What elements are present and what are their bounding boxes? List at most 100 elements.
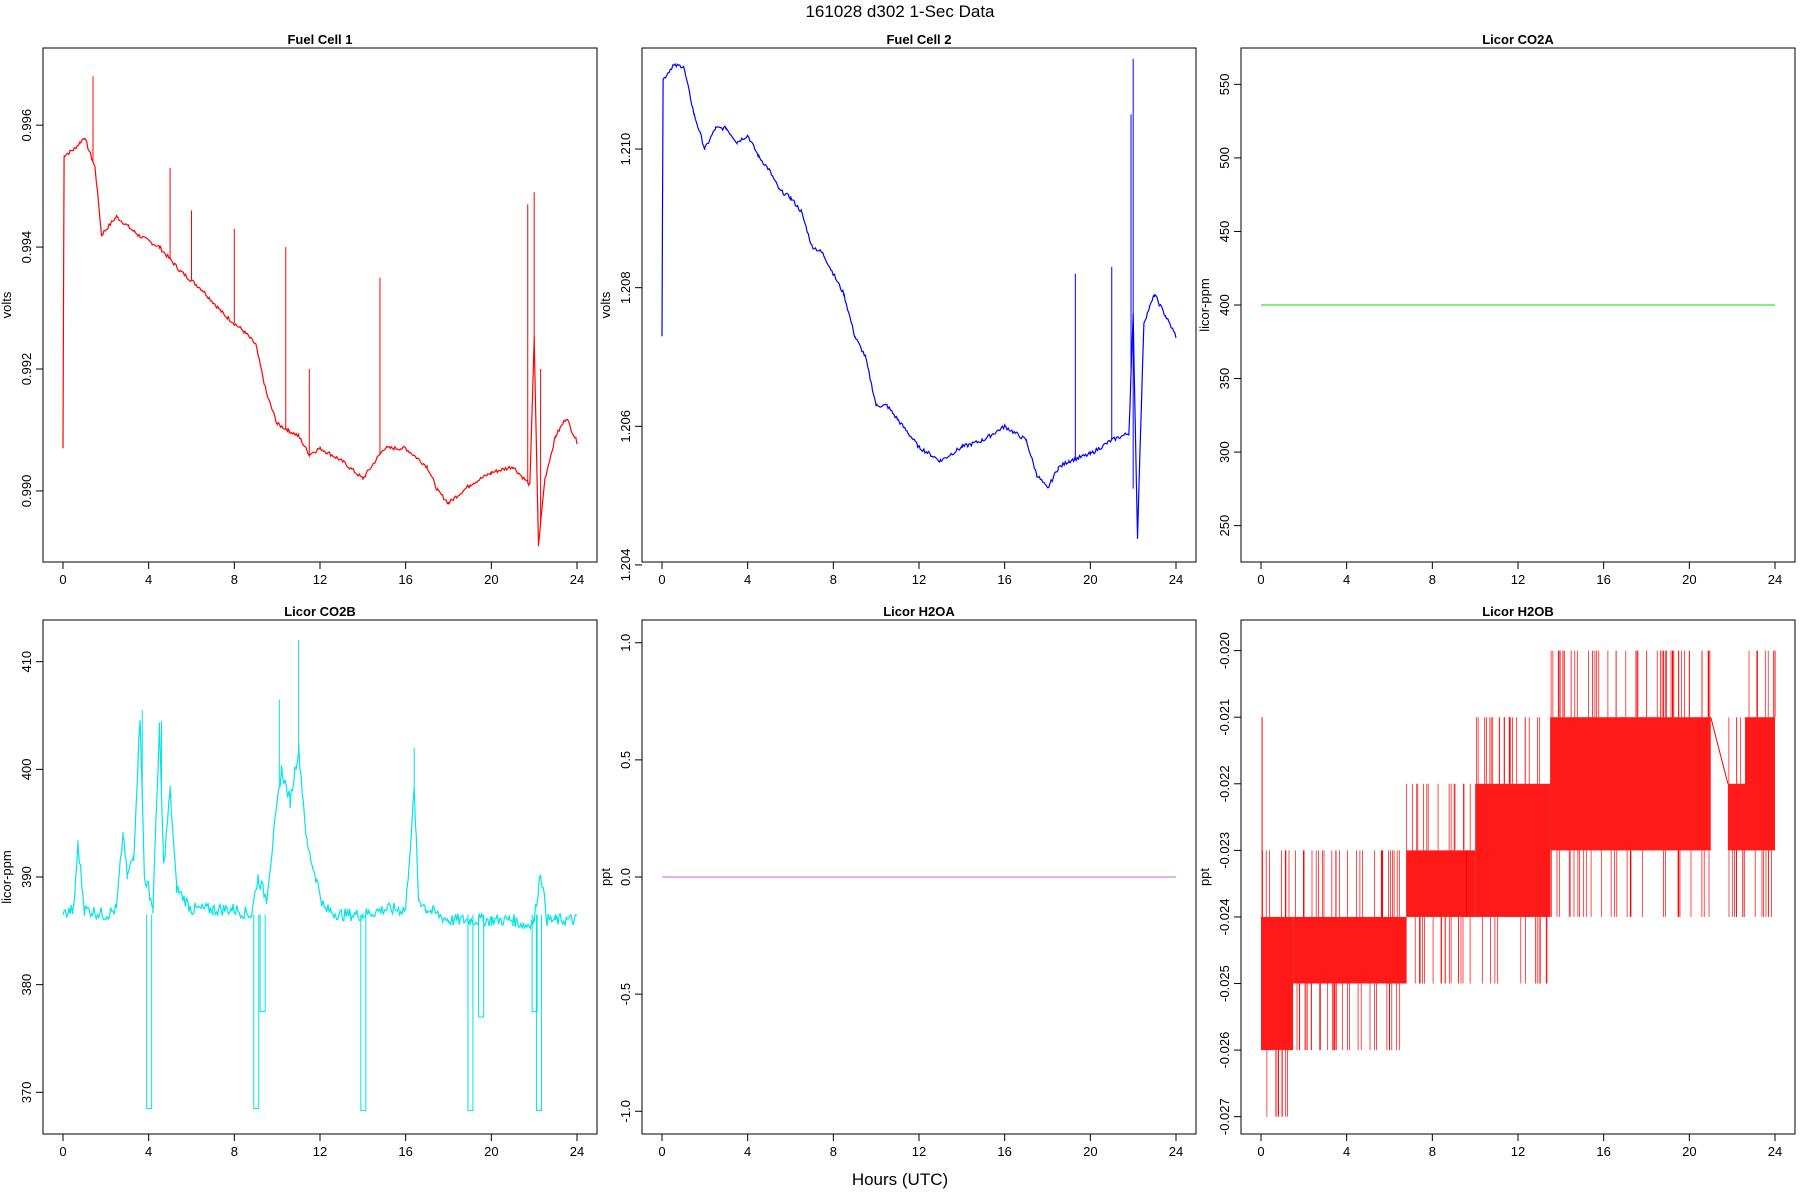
y-tick-label: 370	[19, 1081, 34, 1103]
x-tick-label: 12	[313, 1144, 327, 1159]
data-band	[1293, 916, 1407, 984]
y-tick-label: 410	[19, 651, 34, 673]
panel-title: Licor CO2A	[1482, 32, 1554, 47]
data-line	[62, 138, 578, 547]
data-band	[1727, 783, 1746, 851]
x-tick-label: 8	[830, 1144, 837, 1159]
y-tick-label: -0.020	[1217, 632, 1232, 669]
y-tick-label: 550	[1217, 74, 1232, 96]
data-band-fringe	[1476, 717, 1548, 984]
data-line	[661, 62, 1177, 539]
data-band	[1261, 916, 1294, 1051]
y-tick-label: 350	[1217, 368, 1232, 390]
x-tick-label: 12	[912, 572, 926, 587]
x-tick-label: 16	[1596, 572, 1610, 587]
data-dip	[360, 914, 367, 1112]
x-tick-label: 0	[658, 572, 665, 587]
chart-panel-3: Licor CO2A 0 4 8 12 16 20 24 250 300 350 400 450 500 5…	[1197, 32, 1796, 587]
y-tick-label: -0.027	[1217, 1098, 1232, 1135]
x-tick-label: 20	[484, 1144, 498, 1159]
y-tick-label: 0.992	[19, 353, 34, 386]
x-tick-label: 16	[1596, 1144, 1610, 1159]
y-tick-label: -0.024	[1217, 899, 1232, 936]
y-tick-label: 400	[1217, 294, 1232, 316]
y-tick-label: 1.206	[618, 410, 633, 443]
x-tick-label: 0	[59, 572, 66, 587]
x-tick-label: 16	[398, 1144, 412, 1159]
chart-panel-2: Fuel Cell 2 0 4 8 12 16 20 24 1.204 1.206 1.208 1.2…	[598, 32, 1197, 587]
panel-title: Fuel Cell 1	[287, 32, 352, 47]
y-axis-label: licor-ppm	[0, 850, 14, 903]
data-dip	[535, 914, 542, 1112]
data-dip	[253, 914, 260, 1109]
y-axis-label: licor-ppm	[1197, 278, 1212, 331]
x-tick-label: 12	[1511, 572, 1525, 587]
x-tick-label: 8	[830, 572, 837, 587]
data-band	[1475, 783, 1551, 917]
y-tick-label: 500	[1217, 147, 1232, 169]
data-line	[62, 720, 578, 931]
panel-title: Licor H2OB	[1482, 604, 1554, 619]
data-dip	[531, 914, 538, 1013]
x-tick-label: 24	[570, 1144, 584, 1159]
y-tick-label: 0.5	[618, 751, 633, 769]
data-band-fringe	[1550, 650, 1711, 917]
x-tick-label: 20	[484, 572, 498, 587]
data-dip	[146, 914, 153, 1109]
data-band	[1550, 717, 1711, 851]
panel-title: Licor H2OA	[883, 604, 955, 619]
x-tick-label: 24	[1169, 1144, 1183, 1159]
x-tick-label: 0	[1257, 1144, 1264, 1159]
y-tick-label: 450	[1217, 221, 1232, 243]
y-tick-label: 1.204	[618, 549, 633, 582]
panel-title: Licor CO2B	[284, 604, 356, 619]
x-tick-label: 8	[1429, 1144, 1436, 1159]
data-band	[1745, 717, 1775, 851]
x-tick-label: 8	[1429, 572, 1436, 587]
y-tick-label: 390	[19, 866, 34, 888]
y-tick-label: 400	[19, 758, 34, 780]
panel-title: Fuel Cell 2	[886, 32, 951, 47]
x-tick-label: 4	[145, 1144, 152, 1159]
x-tick-label: 4	[1343, 1144, 1350, 1159]
plot-frame	[42, 619, 598, 1135]
x-tick-label: 20	[1083, 1144, 1097, 1159]
y-tick-label: -0.025	[1217, 965, 1232, 1002]
chart-panel-5: Licor H2OA 0 4 8 12 16 20 24 -1.0 -0.5 0.0 0.5 1.0 pp…	[598, 604, 1197, 1159]
x-tick-label: 0	[658, 1144, 665, 1159]
figure-x-axis-label: Hours (UTC)	[851, 1170, 949, 1189]
x-tick-label: 8	[231, 572, 238, 587]
chart-panel-6: Licor H2OB 0 4 8 12 16 20 24 -0.027 -0.026 -0.025 -…	[1197, 604, 1796, 1159]
x-tick-label: 16	[997, 572, 1011, 587]
data-band-fringe	[1406, 783, 1471, 984]
y-tick-label: 300	[1217, 441, 1232, 463]
x-tick-label: 20	[1083, 572, 1097, 587]
x-tick-label: 4	[145, 572, 152, 587]
x-tick-label: 16	[997, 1144, 1011, 1159]
y-tick-label: 1.210	[618, 133, 633, 166]
x-tick-label: 20	[1682, 1144, 1696, 1159]
data-band-fringe	[1728, 717, 1746, 917]
y-tick-label: 1.0	[618, 634, 633, 652]
data-band	[1406, 850, 1476, 917]
x-tick-label: 4	[744, 572, 751, 587]
x-tick-label: 24	[1768, 1144, 1782, 1159]
y-tick-label: -0.023	[1217, 832, 1232, 869]
x-tick-label: 4	[744, 1144, 751, 1159]
y-tick-label: -0.5	[618, 983, 633, 1005]
x-tick-label: 24	[1169, 572, 1183, 587]
y-axis-label: ppt	[598, 868, 613, 886]
chart-panel-4: Licor CO2B 0 4 8 12 16 20 24 370 380 390 400 410 lico…	[0, 604, 598, 1159]
plot-frame	[641, 47, 1197, 563]
data-band-fringe	[1295, 850, 1407, 1051]
figure-title: 161028 d302 1-Sec Data	[805, 2, 995, 21]
x-tick-label: 12	[1511, 1144, 1525, 1159]
x-tick-label: 16	[398, 572, 412, 587]
y-tick-label: 0.990	[19, 475, 34, 508]
x-tick-label: 12	[313, 572, 327, 587]
x-tick-label: 0	[59, 1144, 66, 1159]
data-band-fringe	[1748, 650, 1774, 917]
y-tick-label: 0.0	[618, 868, 633, 886]
y-tick-label: 250	[1217, 515, 1232, 537]
